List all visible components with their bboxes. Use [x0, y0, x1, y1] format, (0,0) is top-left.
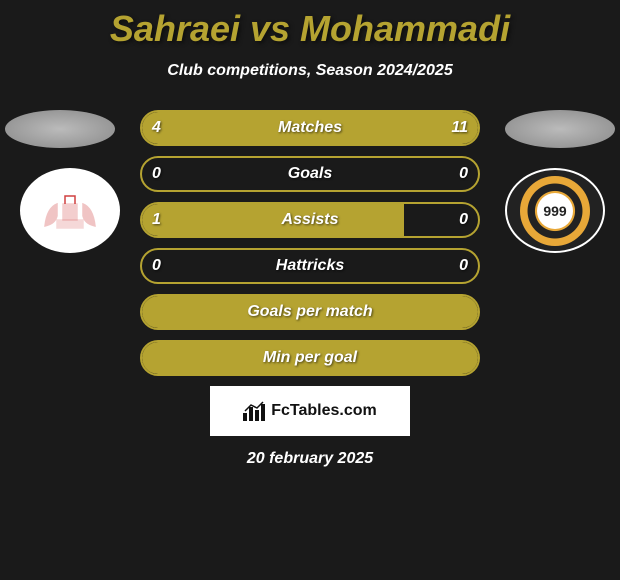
team-logo-right-label: 999	[537, 193, 573, 229]
stat-value-left: 0	[152, 165, 161, 183]
stat-row: 0 0 Hattricks	[140, 248, 480, 284]
stat-row: Goals per match	[140, 294, 480, 330]
fctables-badge: FcTables.com	[210, 386, 410, 436]
team-logo-right-graphic: 999	[520, 176, 590, 246]
stat-value-left: 1	[152, 211, 161, 229]
stat-label: Assists	[282, 211, 339, 229]
date-line: 20 february 2025	[0, 450, 620, 468]
stat-value-right: 0	[459, 211, 468, 229]
team-logo-left-graphic	[35, 186, 105, 236]
stat-label: Matches	[278, 119, 342, 137]
stat-fill-right	[233, 112, 478, 144]
stat-row: Min per goal	[140, 340, 480, 376]
stat-label: Goals per match	[247, 303, 372, 321]
stat-fill-left	[142, 204, 404, 236]
team-logo-right: 999	[505, 168, 605, 253]
comparison-card: Sahraei vs Mohammadi Club competitions, …	[0, 0, 620, 580]
stat-row: 0 0 Goals	[140, 156, 480, 192]
stat-row: 1 0 Assists	[140, 202, 480, 238]
stat-value-left: 0	[152, 257, 161, 275]
stat-row: 4 11 Matches	[140, 110, 480, 146]
stat-label: Min per goal	[263, 349, 357, 367]
fctables-icon	[243, 401, 265, 421]
stat-rows: 4 11 Matches 0 0 Goals 1 0 Assists 0 0 Hattricks Goa…	[140, 110, 480, 376]
stat-value-right: 0	[459, 165, 468, 183]
stats-area: 999 4 11 Matches 0 0 Goals 1 0 Assists 0 0 Hattrick…	[0, 110, 620, 376]
player-badge-right	[505, 110, 615, 148]
page-title: Sahraei vs Mohammadi	[0, 0, 620, 50]
stat-value-right: 0	[459, 257, 468, 275]
player-badge-left	[5, 110, 115, 148]
stat-label: Hattricks	[276, 257, 344, 275]
subtitle: Club competitions, Season 2024/2025	[0, 62, 620, 80]
stat-value-right: 11	[451, 119, 468, 137]
stat-value-left: 4	[152, 119, 161, 137]
team-logo-left	[20, 168, 120, 253]
fctables-label: FcTables.com	[271, 402, 377, 420]
stat-label: Goals	[288, 165, 332, 183]
